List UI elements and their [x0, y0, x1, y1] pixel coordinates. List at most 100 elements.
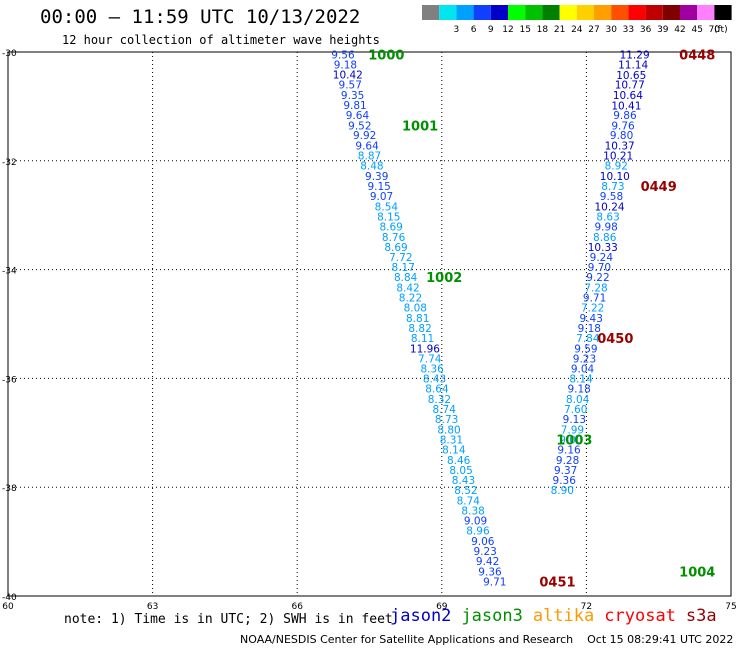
time-label: 0448 [679, 49, 715, 64]
legend-jason2: jason2 [390, 606, 452, 626]
swh-value: 10.24 [595, 201, 625, 213]
time-label: 1003 [556, 433, 592, 448]
swh-value: 11.29 [620, 50, 650, 62]
x-tick-label: 72 [581, 602, 592, 612]
swh-value: 10.41 [611, 100, 641, 112]
swh-value: 9.58 [600, 191, 623, 203]
swh-value: 9.37 [554, 465, 577, 477]
swh-value: 9.35 [341, 90, 364, 102]
swh-value: 8.15 [377, 211, 400, 223]
swh-value: 9.06 [471, 536, 495, 548]
swh-value: 8.86 [593, 232, 617, 244]
swh-value: 9.56 [331, 50, 355, 62]
scale-label: 15 [519, 25, 530, 35]
time-label: 1000 [368, 49, 404, 64]
swh-value: 8.73 [601, 181, 624, 193]
swh-value: 9.71 [583, 292, 606, 304]
swh-value: 7.60 [564, 404, 587, 416]
swh-value: 9.36 [553, 475, 577, 487]
swh-value: 9.23 [573, 353, 596, 365]
swh-value: 9.18 [578, 323, 601, 335]
swh-value: 8.32 [428, 394, 451, 406]
page-title: 00:00 – 11:59 UTC 10/13/2022 [40, 6, 361, 28]
swh-value: 9.70 [588, 262, 611, 274]
scale-swatch [662, 5, 680, 20]
swh-value: 10.64 [613, 90, 643, 102]
legend-s3a: s3a [685, 606, 717, 626]
legend-altika: altika [532, 606, 595, 626]
swh-value: 8.43 [423, 373, 446, 385]
swh-value: 7.22 [581, 303, 604, 315]
swh-value: 7.28 [584, 283, 607, 295]
scale-unit: (ft) [714, 25, 728, 35]
swh-value: 11.96 [410, 343, 440, 355]
swh-value: 8.46 [447, 455, 471, 467]
swh-value: 8.74 [457, 495, 481, 507]
swh-value: 9.80 [610, 130, 633, 142]
swh-value: 9.42 [476, 556, 499, 568]
x-tick-label: 69 [436, 602, 448, 612]
swh-value: 8.31 [440, 434, 463, 446]
swh-value: 8.08 [404, 303, 427, 315]
scale-label: 3 [454, 25, 460, 35]
scale-swatch [697, 5, 715, 20]
swh-value: 8.81 [406, 313, 429, 325]
swh-value: 9.28 [556, 455, 579, 467]
satellite-legend: jason2 jason3 altika cryosat s3a [390, 606, 727, 626]
swh-value: 8.14 [442, 445, 466, 457]
scale-label: 42 [674, 25, 685, 35]
swh-value: 9.07 [370, 191, 393, 203]
y-tick-label: -36 [2, 375, 17, 385]
swh-value: 8.69 [379, 222, 402, 234]
time-label: 1001 [402, 119, 438, 134]
y-tick-label: -40 [2, 593, 17, 603]
scale-swatch [473, 5, 491, 20]
scale-swatch [594, 5, 612, 20]
swh-value: 9.18 [567, 384, 590, 396]
scale-swatch [714, 5, 732, 20]
wave-height-chart: 60 63 66 69 72 75-30-32-34-36-38-409.569.1810… [2, 49, 737, 612]
time-label: 0449 [641, 180, 677, 195]
scale-label: 36 [640, 25, 652, 35]
swh-value: 11.14 [618, 60, 648, 72]
scale-label: 45 [691, 25, 702, 35]
swh-value: 10.77 [615, 80, 645, 92]
swh-value: 9.76 [611, 120, 635, 132]
scale-swatch [559, 5, 577, 20]
legend-cryosat: cryosat [604, 606, 676, 626]
swh-value: 9.09 [464, 515, 487, 527]
time-label: 0450 [597, 332, 633, 347]
swh-value: 8.17 [392, 262, 415, 274]
scale-label: 33 [623, 25, 634, 35]
swh-value: 9.00 [559, 434, 582, 446]
swh-value: 9.22 [586, 272, 609, 284]
scale-swatch [508, 5, 526, 20]
swh-value: 8.42 [396, 283, 419, 295]
swh-value: 9.36 [478, 567, 502, 579]
scale-swatch [456, 5, 474, 20]
swh-value: 9.59 [574, 343, 597, 355]
scale-label: 24 [571, 25, 583, 35]
y-tick-label: -34 [2, 267, 17, 277]
swh-value: 7.84 [576, 333, 600, 345]
swh-value: 8.04 [566, 394, 590, 406]
swh-value: 9.39 [365, 171, 388, 183]
swh-value: 8.36 [420, 364, 444, 376]
swh-value: 8.64 [425, 384, 449, 396]
swh-value: 9.71 [483, 576, 506, 588]
swh-value: 7.99 [561, 425, 584, 437]
scale-label: 70 [709, 25, 721, 35]
swh-value: 9.18 [334, 60, 357, 72]
scale-swatch [422, 5, 440, 20]
swh-value: 8.48 [360, 161, 383, 173]
credit-line: NOAA/NESDIS Center for Satellite Applica… [240, 633, 734, 646]
swh-value: 9.23 [473, 546, 496, 558]
swh-value: 8.96 [466, 526, 490, 538]
swh-value: 9.92 [353, 130, 376, 142]
time-label: 1004 [679, 566, 715, 581]
swh-value: 8.80 [437, 425, 460, 437]
swh-value: 7.72 [389, 252, 412, 264]
scale-label: 6 [471, 25, 477, 35]
swh-value: 8.43 [452, 475, 475, 487]
swh-value: 8.05 [449, 465, 472, 477]
